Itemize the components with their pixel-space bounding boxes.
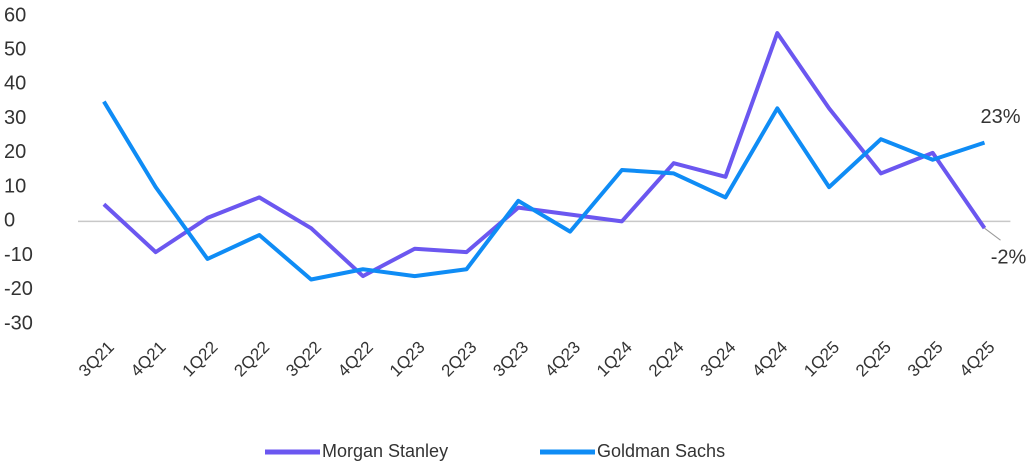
- y-tick-label: -10: [4, 244, 33, 266]
- data-label: -2%: [991, 246, 1027, 268]
- x-tick-label: 1Q24: [593, 338, 636, 381]
- y-tick-label: -20: [4, 278, 33, 300]
- series-line: [102, 31, 987, 279]
- x-tick-label: 3Q21: [75, 338, 118, 381]
- y-tick-label: -30: [4, 312, 33, 334]
- x-tick-label: 1Q22: [179, 338, 222, 381]
- series-line: [102, 100, 986, 282]
- x-tick-label: 3Q22: [282, 338, 325, 381]
- x-tick-label: 4Q25: [956, 338, 999, 381]
- x-tick-label: 2Q23: [438, 338, 481, 381]
- y-tick-label: 20: [4, 141, 26, 163]
- x-tick-label: 4Q24: [748, 338, 791, 381]
- data-label: 23%: [980, 106, 1020, 128]
- x-tick-label: 2Q24: [645, 338, 688, 381]
- legend-label: Morgan Stanley: [322, 441, 448, 461]
- y-tick-label: 40: [4, 73, 26, 95]
- x-tick-label: 3Q25: [904, 338, 947, 381]
- y-tick-label: 0: [4, 210, 15, 232]
- y-tick-label: 30: [4, 107, 26, 129]
- x-tick-label: 4Q21: [127, 338, 170, 381]
- y-tick-label: 50: [4, 39, 26, 61]
- x-tick-label: 2Q22: [230, 338, 273, 381]
- x-tick-label: 3Q23: [489, 338, 532, 381]
- x-tick-label: 4Q23: [541, 338, 584, 381]
- x-tick-label: 3Q24: [697, 338, 740, 381]
- x-tick-label: 1Q25: [800, 338, 843, 381]
- x-tick-label: 4Q22: [334, 338, 377, 381]
- legend-label: Goldman Sachs: [597, 441, 725, 461]
- y-tick-label: 10: [4, 175, 26, 197]
- x-tick-label: 2Q25: [852, 338, 895, 381]
- x-tick-label: 1Q23: [386, 338, 429, 381]
- leader-line: [984, 227, 1001, 241]
- y-tick-label: 60: [4, 4, 26, 26]
